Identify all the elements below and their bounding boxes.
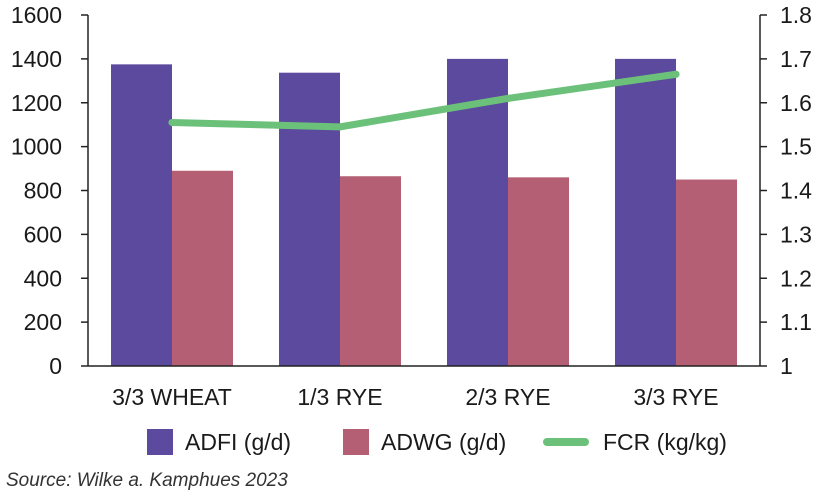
legend-item-adfi: ADFI (g/d) bbox=[147, 424, 291, 460]
legend-item-adwg: ADWG (g/d) bbox=[343, 424, 506, 460]
right-axis-tick-label: 1.7 bbox=[780, 46, 812, 72]
legend-item-fcr: FCR (kg/kg) bbox=[543, 424, 727, 460]
bar-adfi bbox=[615, 58, 676, 366]
left-axis-tick-label: 0 bbox=[49, 353, 62, 379]
legend: ADFI (g/d) ADWG (g/d) FCR (kg/kg) bbox=[0, 424, 817, 460]
left-axis-tick-label: 800 bbox=[24, 178, 62, 204]
chart: 0 200 400 600 800 1000 1200 1400 1600 1 1.1 1.2 1.3 1… bbox=[11, 2, 812, 410]
source-note: Source: Wilke a. Kamphues 2023 bbox=[6, 470, 288, 491]
right-axis-tick-label: 1.3 bbox=[780, 221, 812, 247]
bar-adwg bbox=[340, 176, 401, 366]
left-axis-tick-label: 1600 bbox=[11, 2, 62, 28]
right-axis-tick-label: 1.6 bbox=[780, 90, 812, 116]
legend-label-adfi: ADFI (g/d) bbox=[185, 428, 292, 455]
bar-adwg bbox=[172, 170, 233, 366]
legend-swatch-adfi bbox=[147, 429, 173, 455]
right-axis-tick-label: 1.4 bbox=[780, 178, 812, 204]
point-fcr bbox=[672, 70, 680, 78]
legend-label-fcr: FCR (kg/kg) bbox=[603, 428, 727, 455]
bar-adwg bbox=[676, 179, 737, 366]
right-axis-tick-label: 1.8 bbox=[780, 2, 812, 28]
bar-adwg bbox=[508, 177, 569, 366]
left-axis-tick-label: 1400 bbox=[11, 46, 62, 72]
bar-adfi bbox=[111, 64, 172, 366]
left-axis-tick-label: 1200 bbox=[11, 90, 62, 116]
line-fcr bbox=[168, 70, 680, 131]
right-axis-tick-label: 1 bbox=[780, 353, 793, 379]
legend-label-adwg: ADWG (g/d) bbox=[381, 428, 507, 455]
point-fcr bbox=[504, 94, 512, 102]
point-fcr bbox=[168, 118, 176, 126]
category-label: 2/3 RYE bbox=[465, 384, 550, 410]
left-axis-tick-label: 1000 bbox=[11, 134, 62, 160]
legend-swatch-adwg bbox=[343, 429, 369, 455]
left-axis-tick-label: 600 bbox=[24, 221, 62, 247]
bar-adfi bbox=[279, 72, 340, 367]
left-axis-tick-label: 400 bbox=[24, 265, 62, 291]
right-axis-tick-label: 1.1 bbox=[780, 309, 812, 335]
category-label: 3/3 WHEAT bbox=[112, 384, 232, 410]
left-axis-tick-label: 200 bbox=[24, 309, 62, 335]
category-label: 3/3 RYE bbox=[633, 384, 718, 410]
right-axis-tick-label: 1.2 bbox=[780, 265, 812, 291]
point-fcr bbox=[336, 123, 344, 131]
right-axis-tick-label: 1.5 bbox=[780, 134, 812, 160]
category-label: 1/3 RYE bbox=[297, 384, 382, 410]
legend-line-fcr bbox=[543, 438, 589, 446]
